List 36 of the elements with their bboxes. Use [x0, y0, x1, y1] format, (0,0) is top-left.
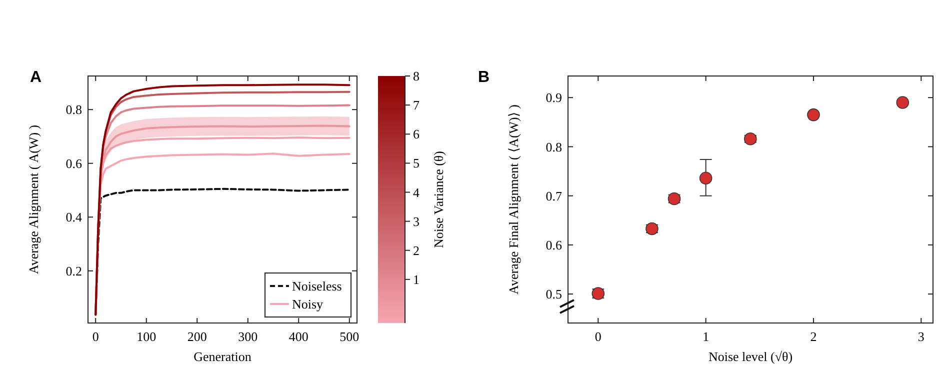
- x-tick-label: 100: [136, 329, 156, 344]
- x-tick-label: 300: [238, 329, 258, 344]
- color-bar-label: 7: [413, 98, 420, 113]
- x-tick-label: 0: [92, 329, 99, 344]
- y-tick-label: 0.6: [546, 237, 562, 252]
- color-bar-title: Noise Variance (θ): [431, 151, 446, 248]
- color-bar-label: 8: [413, 68, 420, 84]
- chart-title: B: [478, 69, 490, 86]
- color-bar-label: 1: [413, 272, 420, 287]
- y-tick-label: 0.8: [66, 102, 82, 118]
- x-tick-label: 200: [187, 329, 207, 344]
- x-tick-label: 400: [288, 329, 308, 344]
- x-axis-title: Noise level (√θ): [708, 349, 793, 364]
- color-bar-label: 2: [413, 242, 420, 258]
- x-tick-label: 0: [594, 329, 602, 344]
- legend-label: Noisy: [292, 296, 324, 312]
- x-tick-label: 2: [810, 329, 817, 344]
- y-axis-title: Average Alignment ( A(W) ): [26, 124, 41, 274]
- legend-label: Noiseless: [292, 278, 342, 294]
- chart-title: A: [30, 69, 42, 86]
- y-tick-label: 0.2: [66, 263, 82, 278]
- x-tick-label: 3: [918, 329, 924, 344]
- y-axis-title: Average Final Alignment ( ⟨A(W)⟩ ): [506, 104, 521, 294]
- x-tick-label: 1: [702, 329, 710, 344]
- color-bar-label: 3: [413, 214, 420, 229]
- y-tick-label: 0.7: [546, 188, 562, 204]
- x-tick-label: 500: [340, 329, 360, 344]
- y-tick-label: 0.5: [546, 286, 562, 302]
- y-tick-label: 0.4: [66, 210, 82, 225]
- x-axis-title: Generation: [194, 349, 252, 364]
- color-bar-label: 4: [413, 184, 420, 200]
- color-bar-label: 5: [413, 156, 420, 171]
- y-tick-label: 0.6: [66, 156, 82, 171]
- color-bar-label: 6: [413, 126, 420, 142]
- y-tick-label: 0.9: [546, 90, 562, 106]
- y-tick-label: 0.8: [546, 139, 562, 154]
